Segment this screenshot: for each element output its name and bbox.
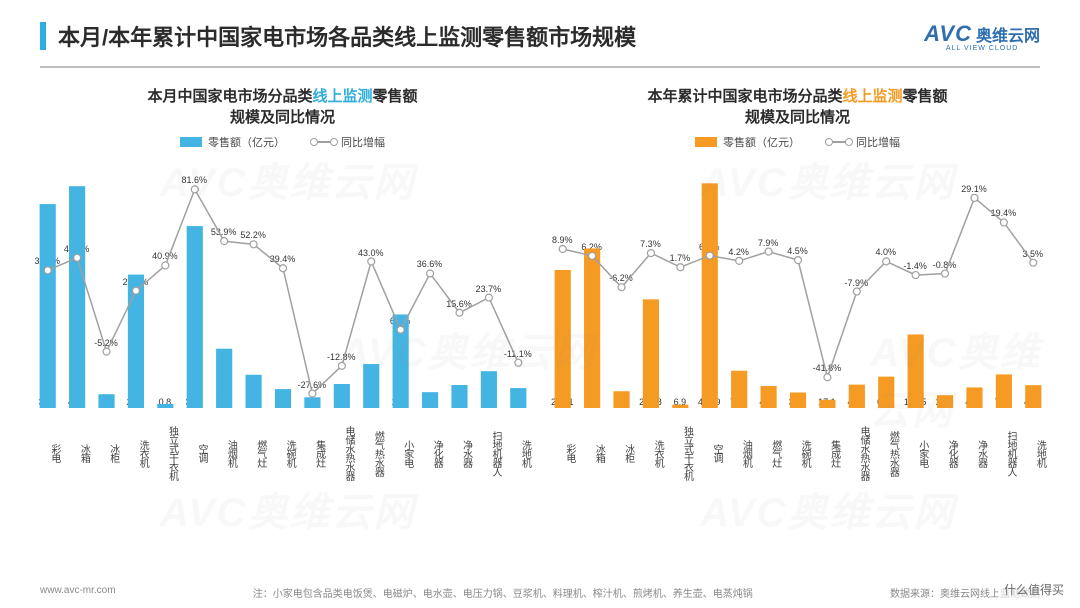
right-legend-line-icon bbox=[828, 141, 850, 143]
right-legend-bar-label: 零售额（亿元） bbox=[723, 134, 800, 150]
x-label: 油烟机 bbox=[209, 408, 238, 498]
x-label: 燃气热水器 bbox=[871, 408, 900, 498]
x-label: 洗衣机 bbox=[121, 408, 150, 498]
x-label: 净水器 bbox=[444, 408, 473, 498]
x-label: 洗地机 bbox=[503, 408, 532, 498]
footer-url: www.avc-mr.com bbox=[40, 585, 116, 600]
right-legend-line-label: 同比增幅 bbox=[856, 134, 900, 150]
header: 本月/本年累计中国家电市场各品类线上监测零售额市场规模 AVC 奥维云网 ALL… bbox=[0, 0, 1080, 52]
x-label: 净水器 bbox=[959, 408, 988, 498]
x-label: 电储水热水器 bbox=[327, 408, 356, 498]
x-label: 洗碗机 bbox=[783, 408, 812, 498]
x-label: 净化器 bbox=[930, 408, 959, 498]
x-label: 冰柜 bbox=[606, 408, 635, 498]
charts-row: 本月中国家电市场分品类线上监测零售额 规模及同比情况 零售额（亿元） 同比增幅 … bbox=[0, 68, 1080, 498]
right-legend-bar-icon bbox=[695, 137, 717, 147]
right-plot: 288.133335226.86.9468.977.845.932.417.14… bbox=[548, 158, 1048, 498]
page-title: 本月/本年累计中国家电市场各品类线上监测零售额市场规模 bbox=[58, 20, 636, 52]
chart-right: 本年累计中国家电市场分品类线上监测零售额 规模及同比情况 零售额（亿元） 同比增… bbox=[545, 86, 1050, 498]
footer: www.avc-mr.com 注：小家电包含品类电饭煲、电磁炉、电水壶、电压力锅… bbox=[0, 585, 1080, 600]
right-subtitle: 本年累计中国家电市场分品类线上监测零售额 规模及同比情况 bbox=[647, 86, 947, 128]
left-legend-line-label: 同比增幅 bbox=[341, 134, 385, 150]
x-label: 彩电 bbox=[33, 408, 62, 498]
left-plot: 39.943.42.726.10.835.611.66.53.72.14.78.… bbox=[33, 158, 533, 498]
x-label: 燃气热水器 bbox=[356, 408, 385, 498]
x-label: 净化器 bbox=[415, 408, 444, 498]
x-label: 扫地机器人 bbox=[989, 408, 1018, 498]
accent-bar bbox=[40, 22, 46, 50]
x-label: 小家电 bbox=[385, 408, 414, 498]
left-legend-line-icon bbox=[313, 141, 335, 143]
x-label: 独立式干衣机 bbox=[665, 408, 694, 498]
x-label: 空调 bbox=[695, 408, 724, 498]
logo: AVC 奥维云网 ALL VIEW CLOUD bbox=[924, 21, 1040, 52]
x-label: 冰柜 bbox=[91, 408, 120, 498]
x-label: 冰箱 bbox=[577, 408, 606, 498]
logo-mark: AVC bbox=[924, 21, 972, 47]
x-label: 冰箱 bbox=[62, 408, 91, 498]
footer-note: 注：小家电包含品类电饭煲、电磁炉、电水壶、电压力锅、豆浆机、料理机、榨汁机、煎烤… bbox=[253, 585, 753, 600]
x-label: 独立式干衣机 bbox=[150, 408, 179, 498]
x-label: 扫地机器人 bbox=[474, 408, 503, 498]
x-label: 集成灶 bbox=[812, 408, 841, 498]
x-label: 洗衣机 bbox=[636, 408, 665, 498]
corner-watermark: 什么值得买 bbox=[998, 579, 1070, 600]
x-label: 集成灶 bbox=[297, 408, 326, 498]
x-label: 彩电 bbox=[548, 408, 577, 498]
chart-left: 本月中国家电市场分品类线上监测零售额 规模及同比情况 零售额（亿元） 同比增幅 … bbox=[30, 86, 535, 498]
left-subtitle: 本月中国家电市场分品类线上监测零售额 规模及同比情况 bbox=[147, 86, 417, 128]
x-label: 油烟机 bbox=[724, 408, 753, 498]
x-label: 燃气灶 bbox=[238, 408, 267, 498]
x-axis-labels: 彩电冰箱冰柜洗衣机独立式干衣机空调油烟机燃气灶洗碗机集成灶电储水热水器燃气热水器… bbox=[33, 408, 533, 498]
x-label: 燃气灶 bbox=[753, 408, 782, 498]
x-label: 电储水热水器 bbox=[842, 408, 871, 498]
x-label: 洗碗机 bbox=[268, 408, 297, 498]
left-legend-bar-icon bbox=[180, 137, 202, 147]
left-legend-bar-label: 零售额（亿元） bbox=[208, 134, 285, 150]
logo-cn: 奥维云网 bbox=[976, 22, 1040, 46]
right-legend: 零售额（亿元） 同比增幅 bbox=[695, 134, 900, 150]
x-axis-labels: 彩电冰箱冰柜洗衣机独立式干衣机空调油烟机燃气灶洗碗机集成灶电储水热水器燃气热水器… bbox=[548, 408, 1048, 498]
x-label: 洗地机 bbox=[1018, 408, 1047, 498]
logo-en: ALL VIEW CLOUD bbox=[946, 45, 1018, 52]
x-label: 空调 bbox=[180, 408, 209, 498]
x-label: 小家电 bbox=[900, 408, 929, 498]
left-legend: 零售额（亿元） 同比增幅 bbox=[180, 134, 385, 150]
